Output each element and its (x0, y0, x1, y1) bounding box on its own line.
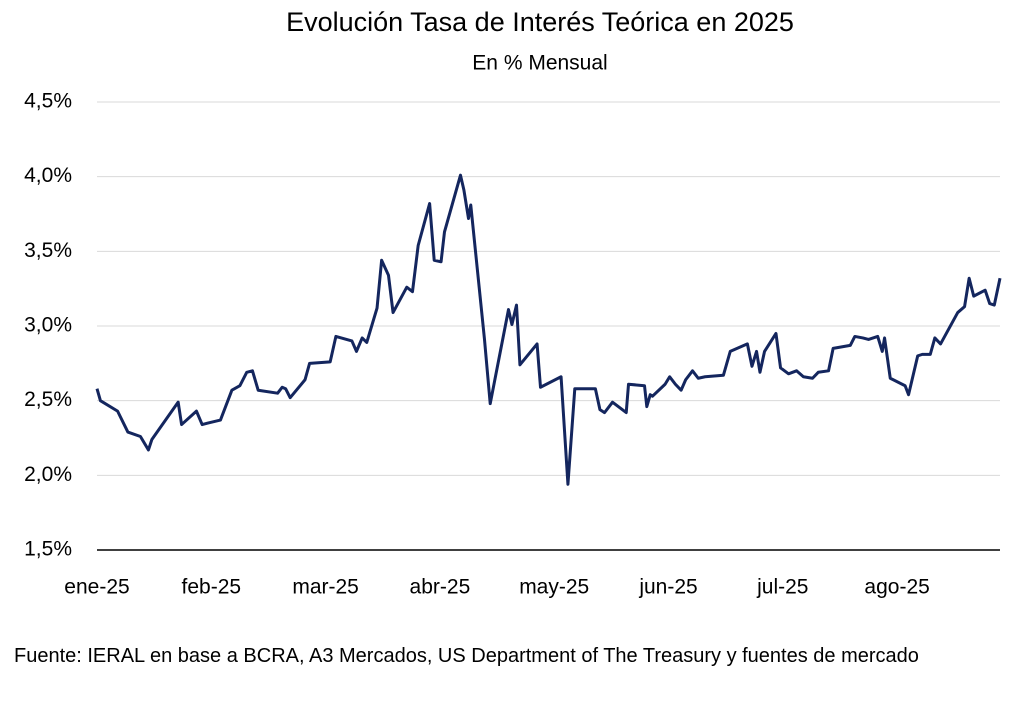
x-tick-label: ago-25 (864, 576, 929, 599)
y-tick-label: 4,5% (24, 90, 72, 113)
x-tick-label: may-25 (519, 576, 589, 599)
x-tick-label: jul-25 (756, 576, 808, 599)
y-tick-label: 1,5% (24, 538, 72, 561)
chart-title: Evolución Tasa de Interés Teórica en 202… (286, 7, 794, 37)
y-tick-label: 3,0% (24, 314, 72, 337)
x-tick-label: mar-25 (292, 576, 359, 599)
x-tick-label: feb-25 (182, 576, 242, 599)
x-tick-label: jun-25 (638, 576, 697, 599)
chart: Evolución Tasa de Interés Teórica en 202… (24, 7, 1002, 599)
y-tick-label: 2,5% (24, 388, 72, 411)
x-tick-label: ene-25 (64, 576, 129, 599)
source-note: Fuente: IERAL en base a BCRA, A3 Mercado… (14, 645, 919, 667)
y-tick-label: 4,0% (24, 164, 72, 187)
chart-subtitle: En % Mensual (472, 52, 607, 75)
y-tick-label: 3,5% (24, 239, 72, 262)
y-tick-label: 2,0% (24, 463, 72, 486)
x-tick-label: abr-25 (410, 576, 471, 599)
series-line (95, 173, 1002, 486)
